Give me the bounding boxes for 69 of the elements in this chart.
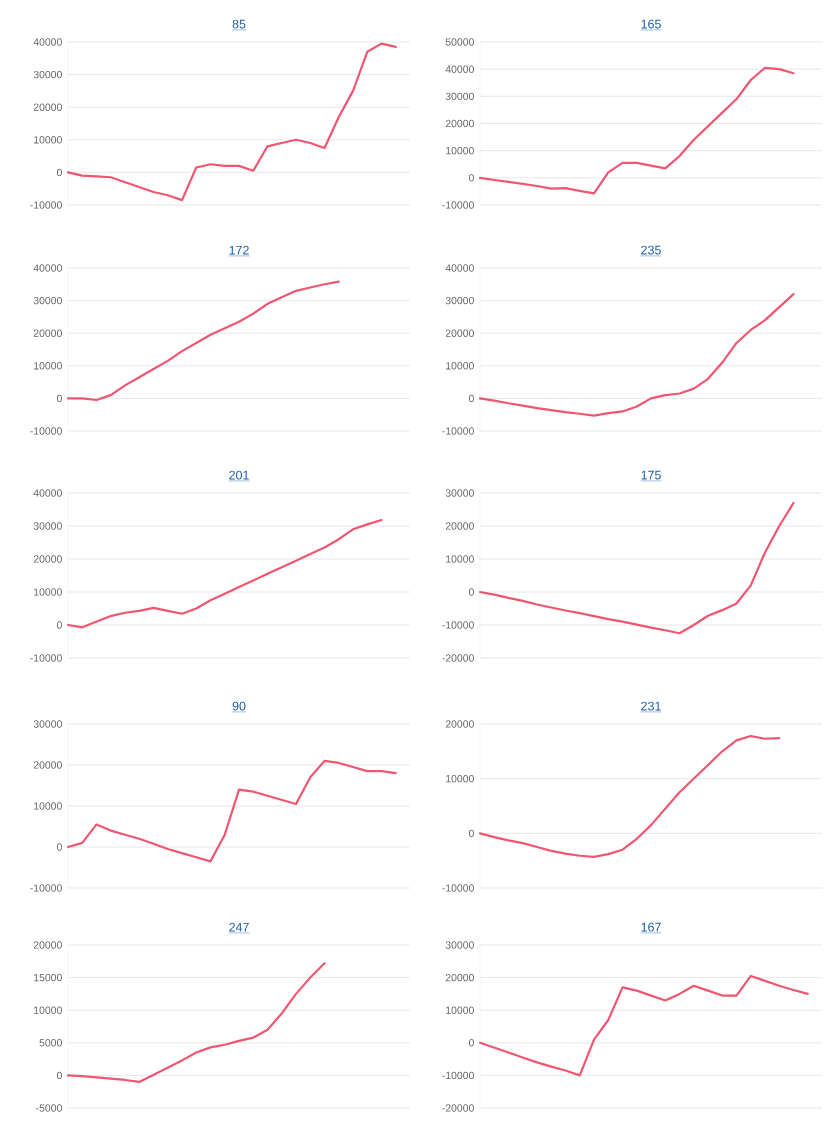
y-tick-label: 30000 [33, 522, 62, 530]
y-tick-label: 20000 [33, 555, 62, 563]
y-tick-label: 10000 [34, 136, 62, 144]
y-tick-label: -10000 [442, 1071, 474, 1080]
y-tick-label: 50000 [445, 38, 474, 46]
chart-title: 167 [641, 922, 661, 932]
y-tick-label: 10000 [446, 774, 474, 783]
y-tick-label: 10000 [34, 1006, 62, 1014]
chart-title: 172 [229, 245, 249, 255]
y-tick-label: 40000 [33, 264, 62, 272]
y-tick-label: 0 [468, 1039, 474, 1047]
y-tick-label: 20000 [445, 119, 474, 128]
y-tick-label: 0 [56, 843, 62, 851]
y-tick-label: 30000 [33, 720, 62, 728]
y-tick-label: 10000 [446, 555, 474, 563]
y-tick-label: 10000 [34, 802, 62, 810]
y-tick-label: 10000 [446, 1006, 474, 1014]
y-tick-label: 0 [56, 394, 62, 403]
chart-title: 90 [232, 701, 246, 711]
y-tick-label: -10000 [442, 201, 474, 209]
y-tick-label: -10000 [30, 427, 62, 435]
y-tick-label: 20000 [33, 761, 62, 769]
y-tick-label: 0 [468, 174, 474, 182]
y-tick-label: -10000 [442, 427, 474, 435]
y-tick-label: -5000 [36, 1104, 62, 1112]
y-tick-label: 20000 [445, 720, 474, 728]
y-tick-label: -20000 [442, 654, 474, 662]
y-tick-label: 20000 [445, 973, 474, 982]
y-tick-label: 30000 [445, 941, 474, 949]
y-tick-label: 30000 [445, 92, 474, 101]
chart-title: 235 [641, 245, 661, 255]
y-tick-label: 40000 [445, 264, 474, 272]
y-tick-label: 5000 [39, 1039, 62, 1047]
y-tick-label: 10000 [446, 362, 474, 370]
y-tick-label: 0 [56, 168, 62, 177]
y-tick-label: 20000 [33, 941, 62, 949]
chart-title: 85 [232, 19, 246, 29]
y-tick-label: 40000 [33, 38, 62, 46]
y-tick-label: 10000 [446, 146, 474, 155]
y-tick-label: 0 [56, 621, 62, 629]
y-tick-label: -10000 [30, 654, 62, 662]
y-tick-label: 40000 [445, 65, 474, 73]
chart-title: 175 [641, 470, 661, 480]
y-tick-label: 0 [468, 829, 474, 838]
y-tick-label: 10000 [34, 362, 62, 370]
y-tick-label: 0 [56, 1071, 62, 1080]
y-tick-label: 30000 [445, 489, 474, 497]
y-tick-label: 20000 [445, 329, 474, 337]
chart-title: 201 [229, 470, 249, 480]
y-tick-label: 30000 [33, 70, 62, 79]
chart-title: 247 [229, 922, 249, 932]
y-tick-label: -10000 [442, 621, 474, 629]
y-tick-label: 30000 [33, 296, 62, 305]
y-tick-label: 15000 [34, 973, 62, 982]
line-series [478, 292, 795, 417]
y-tick-label: -10000 [30, 201, 62, 209]
y-tick-label: 0 [468, 394, 474, 403]
y-tick-label: 20000 [33, 103, 62, 111]
chart-title: 231 [641, 701, 661, 711]
y-tick-label: -10000 [30, 884, 62, 892]
y-tick-label: 10000 [34, 588, 62, 596]
y-tick-label: 20000 [33, 329, 62, 337]
y-tick-label: -10000 [442, 884, 474, 892]
y-tick-label: 40000 [33, 489, 62, 497]
chart-title: 165 [641, 19, 661, 29]
y-tick-label: 30000 [445, 296, 474, 305]
y-tick-label: 20000 [445, 522, 474, 530]
y-tick-label: 0 [468, 588, 474, 596]
y-tick-label: -20000 [442, 1104, 474, 1112]
